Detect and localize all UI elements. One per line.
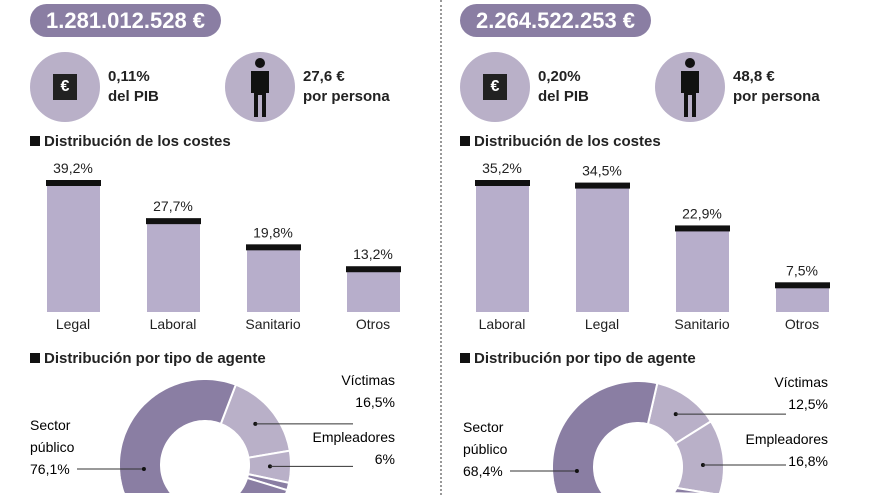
donut-slice [118,378,289,495]
leader-dot [141,467,146,471]
bar-value-label: 19,8% [253,224,293,240]
bar [347,268,400,312]
bar-category-label: Legal [56,316,90,332]
pib-value: 0,20% [538,68,581,85]
panel-left: 1.281.012.528 € € 0,11% del PIB 27,6 € por… [0,0,440,495]
person-stat: 48,8 € por persona [655,52,820,122]
pib-stat: € 0,11% del PIB [30,52,159,122]
slice-value: 76,1% [30,461,70,477]
slice-name: Empleadores [313,429,396,445]
agent-title: Distribución por tipo de agente [30,350,266,367]
bar-cap [346,266,401,273]
bar-cap [46,180,101,186]
bar [576,184,629,312]
bar-category-label: Otros [785,316,819,332]
bar [47,182,100,312]
bar-category-label: Laboral [150,316,197,332]
bar-cap [575,182,630,189]
bar-value-label: 35,2% [482,160,522,176]
bar-value-label: 39,2% [53,160,93,176]
slice-value: 68,4% [463,463,503,479]
slice-name: Sector [463,419,504,435]
bar [476,182,529,312]
total-cost-badge: 1.281.012.528 € [30,4,222,37]
bar-cap [475,180,530,186]
slice-value: 12,5% [788,396,828,412]
bar-cap [146,218,201,225]
bar [676,227,729,312]
leader-dot [574,469,579,473]
bar-cap [675,225,730,232]
person-label: por persona [733,88,820,105]
bar [776,284,829,312]
slice-name: Víctimas [341,372,395,388]
person-label: por persona [303,88,390,105]
bar-value-label: 7,5% [786,262,818,278]
slice-name: Sector [30,417,71,433]
money-icon: € [460,52,530,122]
panel-divider [440,0,442,495]
pib-label: del PIB [538,88,589,105]
donut-slice [551,380,707,495]
slice-value: 16,8% [788,453,828,469]
pib-stat: € 0,20% del PIB [460,52,589,122]
pib-value: 0,11% [108,68,150,85]
slice-value: 6% [375,451,395,467]
bar-value-label: 13,2% [353,246,393,262]
person-icon [225,52,295,122]
slice-value: 16,5% [355,394,395,410]
costs-title: Distribución de los costes [30,133,231,150]
slice-name: Empleadores [746,431,829,447]
bar-category-label: Legal [585,316,619,332]
bar-category-label: Laboral [479,316,526,332]
bar-category-label: Otros [356,316,390,332]
slice-name: Víctimas [774,374,828,390]
pib-label: del PIB [108,88,159,105]
panel-right: 2.264.522.253 € € 0,20% del PIB 48,8 € por… [440,0,880,495]
slice-name: público [30,439,75,455]
bar-cap [246,244,301,251]
costs-title: Distribución de los costes [460,133,661,150]
bar-value-label: 22,9% [682,205,722,221]
bar-cap [775,282,830,289]
bar-category-label: Sanitario [674,316,729,332]
money-icon: € [30,52,100,122]
slice-name: público [463,441,508,457]
person-value: 48,8 € [733,68,775,85]
bar-value-label: 27,7% [153,198,193,214]
person-icon [655,52,725,122]
agent-title: Distribución por tipo de agente [460,350,696,367]
bar [147,220,200,312]
person-stat: 27,6 € por persona [225,52,390,122]
bar-value-label: 34,5% [582,163,622,179]
bar [247,246,300,312]
person-value: 27,6 € [303,68,345,85]
bar-category-label: Sanitario [245,316,300,332]
total-cost-badge: 2.264.522.253 € [460,4,652,37]
